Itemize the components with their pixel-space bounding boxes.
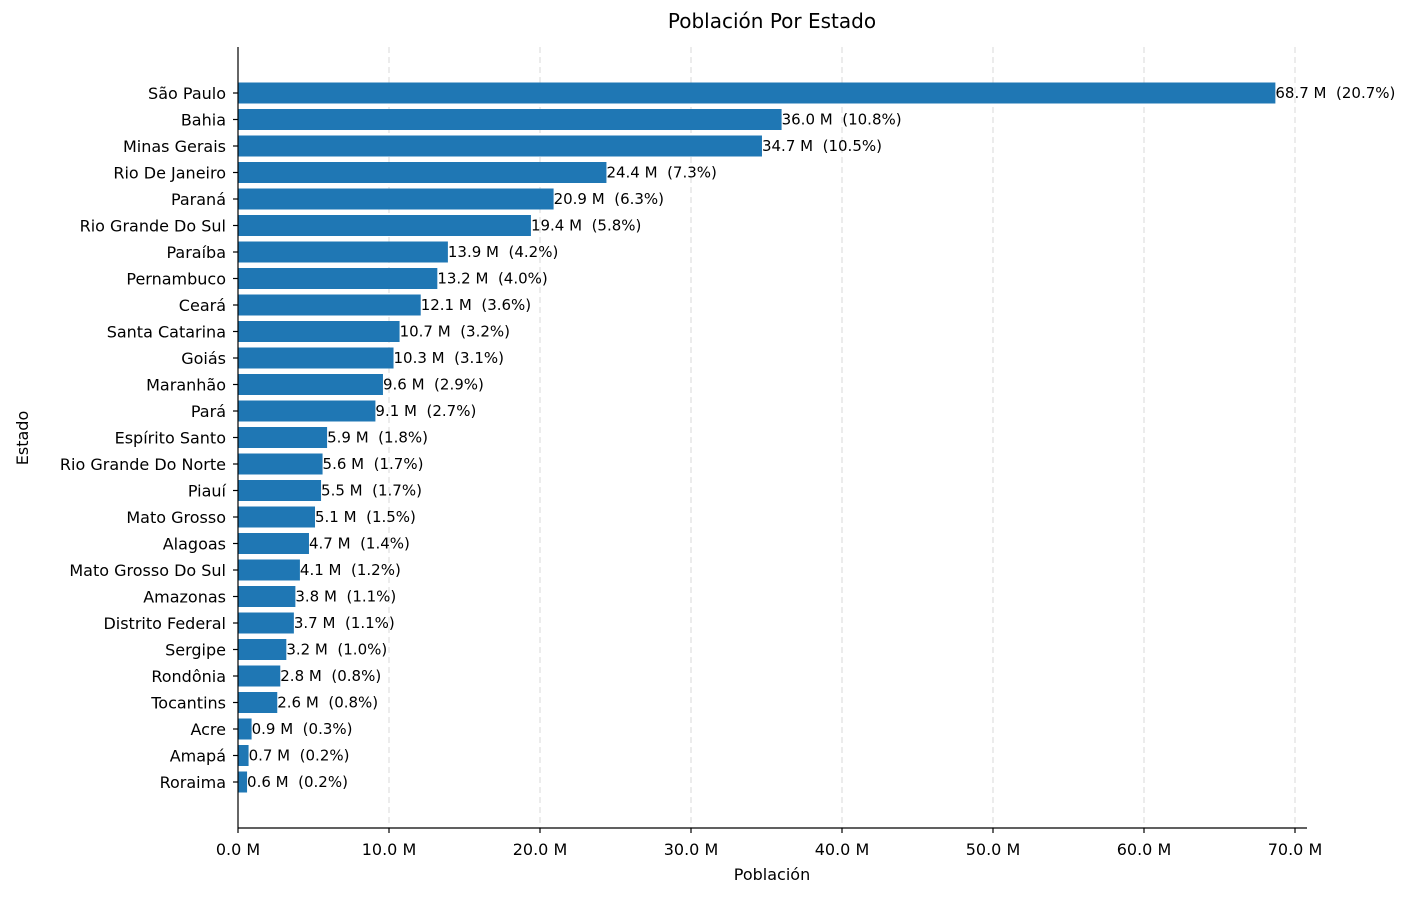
y-axis-ticks: São Paulo Bahia Minas Gerais Rio De Janeiro… [60,84,238,792]
data-label: 5.1 M (1.5%) [315,508,416,526]
y-tick-label: Pernambuco [126,270,226,289]
data-label: 3.2 M (1.0%) [286,641,387,659]
y-tick-label: Amazonas [143,588,226,607]
x-tick-label: 20.0 M [513,840,568,859]
y-tick-label: Ceará [179,296,226,315]
y-tick-label: Mato Grosso Do Sul [69,561,226,580]
y-tick-label: Pará [191,402,226,421]
bar [238,188,554,210]
x-tick-label: 10.0 M [362,840,417,859]
y-tick-label: Paraíba [166,243,226,262]
x-axis-label: Población [734,865,810,884]
data-label: 0.7 M (0.2%) [249,747,350,765]
data-label: 0.6 M (0.2%) [247,773,348,791]
bar [238,745,249,766]
data-label: 3.8 M (1.1%) [295,588,396,606]
y-tick-label: Mato Grosso [126,508,226,527]
bar [238,427,328,448]
data-label: 5.6 M (1.7%) [323,455,424,473]
bar [238,400,376,422]
y-tick-label: Distrito Federal [103,614,226,633]
bar [238,82,1276,104]
y-tick-label: Minas Gerais [123,137,226,156]
bar [238,453,323,475]
bar [238,241,448,263]
data-labels: 68.7 M (20.7%) 36.0 M (10.8%) 34.7 M (10.5… [247,84,1395,791]
data-label: 12.1 M (3.6%) [421,296,531,314]
bar [238,506,316,528]
x-tick-label: 70.0 M [1268,840,1323,859]
chart-title: Población Por Estado [668,9,876,33]
bar [238,321,400,342]
data-label: 34.7 M (10.5%) [762,137,882,155]
y-tick-label: Amapá [170,747,226,766]
y-tick-label: Maranhão [146,376,226,395]
data-label: 9.6 M (2.9%) [383,376,484,394]
data-label: 19.4 M (5.8%) [531,217,641,235]
x-tick-label: 30.0 M [664,840,719,859]
data-label: 0.9 M (0.3%) [252,720,353,738]
bar [238,718,252,740]
x-tick-label: 50.0 M [966,840,1021,859]
bar [238,586,296,607]
x-tick-label: 40.0 M [815,840,870,859]
data-label: 36.0 M (10.8%) [782,111,902,129]
y-tick-label: Rio Grande Do Sul [80,217,226,236]
bar [238,162,607,183]
y-tick-label: Alagoas [163,535,226,554]
data-label: 13.2 M (4.0%) [437,270,547,288]
y-tick-label: Rondônia [151,667,226,686]
data-label: 10.3 M (3.1%) [394,349,504,367]
bar [238,268,438,289]
data-label: 2.6 M (0.8%) [277,694,378,712]
bar [238,639,287,660]
data-label: 10.7 M (3.2%) [400,323,510,341]
bar [238,294,421,316]
bar [238,347,394,369]
bar [238,559,300,581]
y-tick-label: São Paulo [148,84,226,103]
y-tick-label: Roraima [160,773,226,792]
bar [238,374,383,395]
data-label: 5.5 M (1.7%) [321,482,422,500]
y-tick-label: Bahia [181,111,226,130]
data-label: 20.9 M (6.3%) [554,190,664,208]
data-label: 13.9 M (4.2%) [448,243,558,261]
y-tick-label: Acre [190,720,226,739]
bar [238,135,762,157]
y-tick-label: Rio De Janeiro [113,164,226,183]
y-axis-label: Estado [13,411,32,465]
data-label: 4.7 M (1.4%) [309,535,410,553]
data-label: 4.1 M (1.2%) [300,561,401,579]
bar [238,665,281,687]
x-tick-label: 0.0 M [216,840,260,859]
data-label: 68.7 M (20.7%) [1275,84,1395,102]
y-tick-label: Sergipe [165,641,226,660]
bar [238,480,322,501]
x-axis-ticks: 0.0 M 10.0 M 20.0 M 30.0 M 40.0 M 50.0 M 60.0 … [216,828,1322,859]
y-tick-label: Paraná [171,190,226,209]
y-tick-label: Espírito Santo [115,429,226,448]
y-tick-label: Piauí [188,482,227,501]
data-label: 3.7 M (1.1%) [294,614,395,632]
data-label: 5.9 M (1.8%) [327,429,428,447]
y-tick-label: Santa Catarina [107,323,226,342]
data-label: 9.1 M (2.7%) [375,402,476,420]
bar [238,612,294,634]
bars [238,82,1276,793]
bar [238,215,531,236]
data-label: 24.4 M (7.3%) [606,164,716,182]
y-tick-label: Goiás [181,349,226,368]
bar [238,692,278,713]
bar [238,771,248,793]
y-tick-label: Rio Grande Do Norte [60,455,226,474]
x-tick-label: 60.0 M [1117,840,1172,859]
bar [238,109,782,130]
bar [238,533,309,554]
y-tick-label: Tocantins [150,694,226,713]
data-label: 2.8 M (0.8%) [280,667,381,685]
